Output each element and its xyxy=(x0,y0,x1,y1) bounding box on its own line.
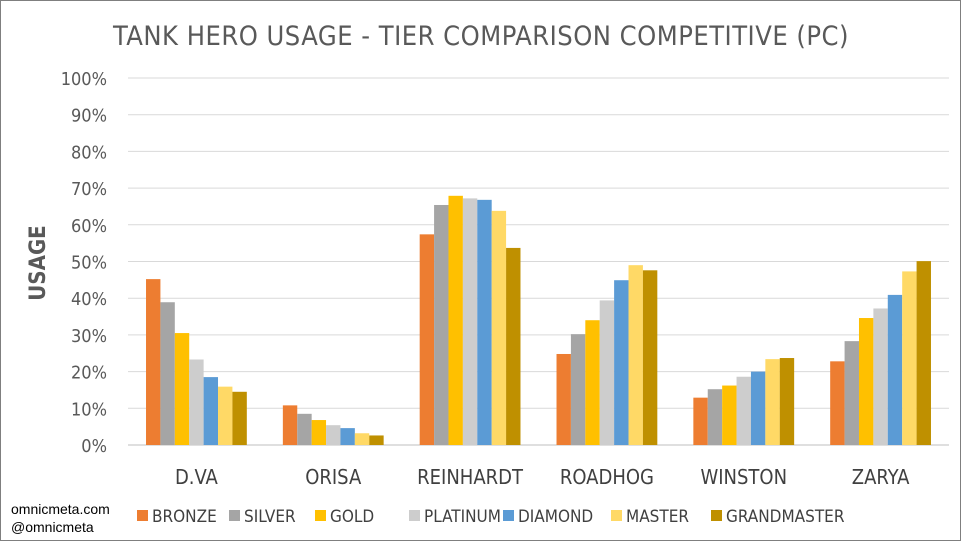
legend-label-platinum: PLATINUM xyxy=(424,507,501,527)
credit-handle: @omnicmeta xyxy=(11,519,94,535)
bar-silver-reinhardt xyxy=(434,204,449,445)
bar-grandmaster-zarya xyxy=(916,261,931,445)
bar-bronze-dva xyxy=(146,279,161,445)
bar-platinum-zarya xyxy=(873,308,888,445)
bar-silver-dva xyxy=(160,302,175,445)
legend-label-bronze: BRONZE xyxy=(152,507,217,527)
bar-master-reinhardt xyxy=(491,210,507,445)
bar-diamond-zarya xyxy=(887,294,903,445)
bar-silver-orisa xyxy=(297,413,312,445)
x-tick-label: ZARYA xyxy=(852,465,910,489)
legend-swatch-grandmaster xyxy=(711,510,722,521)
bar-gold-zarya xyxy=(858,318,874,445)
legend-swatch-bronze xyxy=(137,510,148,521)
bar-master-zarya xyxy=(902,271,917,445)
legend: BRONZE SILVER GOLD PLATINUM DIAMOND MASTER GRA… xyxy=(137,507,845,527)
x-axis-ticks: D.VA ORISA REINHARDT ROADHOG WINSTON ZARYA xyxy=(175,465,910,489)
y-axis-ticks: 0% 10% 20% 30% 40% 50% 60% 70% 80% 90% 100% xyxy=(61,69,107,457)
y-tick-label: 30% xyxy=(71,326,107,347)
bars xyxy=(146,195,931,445)
bar-platinum-roadhog xyxy=(599,300,615,445)
legend-swatch-platinum xyxy=(409,510,420,521)
legend-label-silver: SILVER xyxy=(244,507,296,527)
legend-swatch-master xyxy=(611,510,622,521)
bar-platinum-dva xyxy=(189,359,204,445)
y-tick-label: 0% xyxy=(81,436,107,457)
bar-silver-zarya xyxy=(844,341,859,445)
bar-platinum-winston xyxy=(736,376,751,445)
x-tick-label: D.VA xyxy=(175,465,219,489)
x-tick-label: ORISA xyxy=(305,465,362,489)
y-tick-label: 10% xyxy=(71,399,107,420)
bar-gold-reinhardt xyxy=(448,195,463,445)
bar-master-dva xyxy=(218,386,233,445)
bar-bronze-roadhog xyxy=(556,353,571,445)
bar-silver-roadhog xyxy=(570,334,586,445)
y-tick-label: 40% xyxy=(71,289,107,310)
y-tick-label: 90% xyxy=(71,106,107,127)
legend-label-gold: GOLD xyxy=(330,507,374,527)
legend-label-grandmaster: GRANDMASTER xyxy=(726,507,845,527)
bar-diamond-dva xyxy=(203,377,219,445)
bar-grandmaster-dva xyxy=(232,391,247,445)
x-tick-label: WINSTON xyxy=(700,465,787,489)
legend-swatch-silver xyxy=(229,510,240,521)
bar-bronze-reinhardt xyxy=(419,234,435,445)
bar-grandmaster-orisa xyxy=(369,435,384,445)
y-tick-label: 70% xyxy=(71,179,107,200)
bar-grandmaster-roadhog xyxy=(642,270,658,445)
y-tick-label: 80% xyxy=(71,142,107,163)
bar-bronze-winston xyxy=(693,397,708,445)
x-tick-label: REINHARDT xyxy=(417,465,524,489)
bar-bronze-zarya xyxy=(830,361,845,445)
bar-master-orisa xyxy=(354,433,370,445)
bar-gold-orisa xyxy=(311,420,327,445)
legend-label-master: MASTER xyxy=(626,507,689,527)
bar-platinum-orisa xyxy=(326,425,341,445)
bar-bronze-orisa xyxy=(282,405,298,445)
gridlines xyxy=(128,77,949,446)
bar-diamond-winston xyxy=(750,371,766,445)
x-tick-label: ROADHOG xyxy=(560,465,654,489)
legend-swatch-gold xyxy=(315,510,326,521)
bar-grandmaster-reinhardt xyxy=(506,247,521,445)
y-tick-label: 100% xyxy=(61,69,107,90)
bar-gold-dva xyxy=(174,333,190,445)
y-tick-label: 50% xyxy=(71,253,107,274)
bar-platinum-reinhardt xyxy=(462,198,478,445)
credit-website: omnicmeta.com xyxy=(11,501,110,517)
bar-gold-roadhog xyxy=(585,320,600,445)
bar-diamond-reinhardt xyxy=(477,199,492,445)
bar-grandmaster-winston xyxy=(779,358,795,445)
y-axis-label: USAGE xyxy=(26,225,51,300)
legend-label-diamond: DIAMOND xyxy=(518,507,593,527)
bar-silver-winston xyxy=(707,389,723,445)
y-tick-label: 60% xyxy=(71,216,107,237)
bar-master-roadhog xyxy=(628,265,643,445)
y-tick-label: 20% xyxy=(71,363,107,384)
bar-diamond-orisa xyxy=(340,428,355,445)
bar-diamond-roadhog xyxy=(614,280,629,445)
bar-gold-winston xyxy=(722,385,737,445)
legend-swatch-diamond xyxy=(503,510,514,521)
chart-title: TANK HERO USAGE - TIER COMPARISON COMPET… xyxy=(112,21,849,52)
bar-master-winston xyxy=(765,359,780,445)
